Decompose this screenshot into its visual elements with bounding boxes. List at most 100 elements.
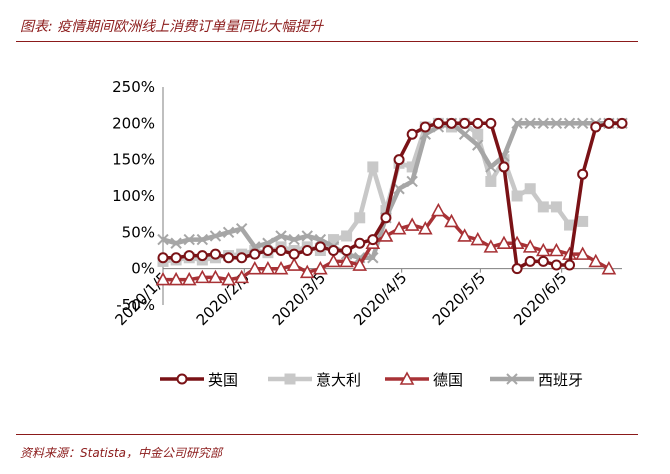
data-point [564, 219, 576, 231]
marker-stroke [222, 226, 235, 239]
data-point [194, 269, 210, 284]
data-point [511, 190, 523, 202]
marker-stroke [485, 161, 497, 173]
data-point [326, 253, 341, 268]
legend-label: 英国 [208, 371, 238, 389]
data-point [157, 252, 169, 264]
marker-stroke [157, 233, 169, 246]
bottom-divider [16, 434, 638, 435]
data-point [378, 228, 394, 242]
data-point [393, 154, 405, 166]
data-point [170, 237, 182, 249]
data-point [313, 260, 328, 275]
data-point [314, 241, 326, 253]
series-3 [155, 202, 617, 286]
x-tick-label: 2020/3/5 [269, 269, 329, 329]
data-point [485, 117, 497, 129]
data-point [273, 260, 289, 275]
data-point [485, 175, 497, 187]
data-point [208, 269, 223, 284]
data-point [406, 161, 418, 173]
marker-stroke [511, 117, 523, 130]
data-point [367, 252, 379, 264]
marker-stroke [196, 233, 209, 246]
marker-stroke [367, 252, 379, 264]
legend-marker [284, 373, 296, 385]
data-point [601, 260, 617, 275]
data-point [590, 121, 602, 133]
data-point [496, 235, 512, 250]
data-point [367, 161, 379, 173]
y-tick-label: -50% [116, 296, 155, 314]
data-point [301, 245, 313, 256]
data-point [354, 237, 366, 249]
marker-stroke [393, 183, 405, 195]
data-point [183, 250, 195, 262]
legend-item-2: 意大利 [268, 371, 361, 389]
data-point [262, 245, 274, 256]
data-point [431, 202, 446, 217]
data-point [247, 260, 263, 275]
data-point [301, 230, 313, 242]
marker-stroke [209, 230, 222, 242]
marker-stroke [472, 139, 484, 151]
data-point [275, 230, 287, 242]
x-tick-label: 2020/5/5 [429, 269, 489, 329]
data-point [367, 234, 379, 246]
marker-stroke [301, 230, 313, 242]
data-point [524, 255, 536, 267]
data-point [181, 271, 197, 286]
data-point [260, 260, 276, 275]
data-point [549, 242, 564, 257]
data-point [550, 259, 562, 271]
marker-stroke [170, 237, 182, 249]
data-point [458, 128, 471, 140]
legend-label: 西班牙 [538, 371, 583, 389]
data-point [432, 117, 444, 129]
data-point [498, 154, 510, 166]
series-line [162, 121, 622, 261]
legend-item-1: 英国 [160, 371, 238, 389]
data-point [419, 121, 431, 133]
data-point [286, 257, 302, 271]
legend-marker [399, 371, 415, 385]
data-point [391, 221, 407, 235]
data-point [588, 253, 604, 268]
data-point [275, 245, 287, 256]
data-point [577, 215, 589, 227]
marker-stroke [288, 233, 300, 246]
data-point [196, 233, 209, 246]
data-point [537, 117, 550, 130]
marker-stroke [406, 175, 418, 188]
legend-marker [176, 373, 188, 385]
data-point [223, 252, 235, 264]
legend-item-4: 西班牙 [490, 371, 583, 389]
top-divider [16, 41, 638, 42]
data-point [459, 117, 471, 129]
data-point [221, 271, 236, 286]
y-tick-label: 250% [112, 78, 155, 96]
data-point [352, 257, 368, 271]
data-point [457, 228, 472, 242]
data-point [170, 252, 182, 264]
data-point [249, 248, 261, 260]
data-point [522, 239, 538, 253]
data-point [498, 161, 510, 173]
marker-stroke [537, 117, 550, 130]
series-line [163, 121, 622, 271]
data-point [537, 201, 549, 213]
marker-stroke [576, 117, 589, 130]
data-point [537, 255, 549, 267]
data-point [564, 259, 576, 271]
data-point [524, 183, 536, 195]
data-point [406, 128, 418, 140]
data-point [511, 263, 523, 275]
data-point [288, 233, 300, 246]
data-point [417, 221, 433, 235]
data-point [299, 264, 315, 279]
data-point [196, 250, 208, 262]
data-point [563, 117, 576, 130]
data-point [209, 248, 221, 260]
legend-marker [506, 373, 518, 385]
data-point [577, 168, 589, 180]
